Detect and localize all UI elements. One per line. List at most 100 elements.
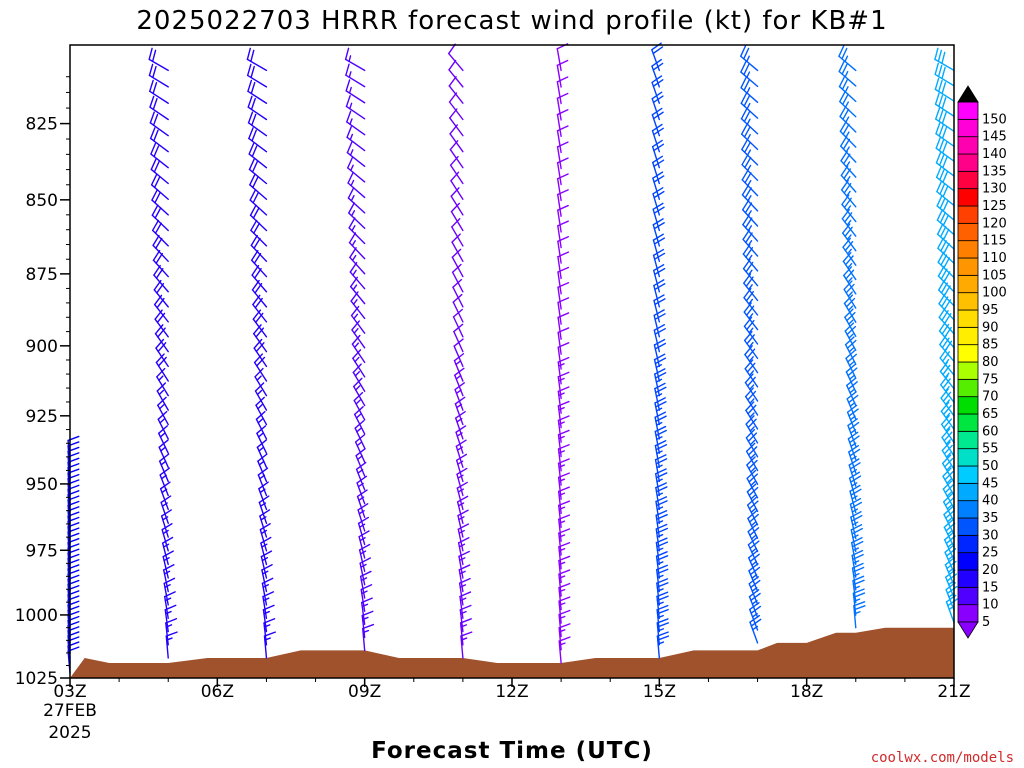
- wind-barb: [945, 594, 958, 624]
- colorbar-label: 110: [982, 251, 1007, 266]
- colorbar-label: 30: [982, 528, 999, 543]
- wind-barb: [152, 249, 169, 278]
- wind-barb: [148, 63, 169, 88]
- x-tick-label: 15Z: [643, 682, 676, 702]
- wind-barb: [556, 125, 569, 154]
- colorbar-label: 5: [982, 615, 990, 630]
- wind-barb: [156, 382, 169, 411]
- colorbar-label: 45: [982, 476, 999, 491]
- wind-barb: [451, 263, 464, 293]
- wind-barb: [942, 467, 955, 497]
- wind-barb: [249, 189, 268, 216]
- wind-barb: [939, 348, 955, 376]
- wind-barb: [255, 410, 268, 440]
- wind-barb: [843, 294, 857, 323]
- wind-barb: [556, 157, 569, 186]
- wind-barb: [653, 279, 666, 308]
- wind-barb: [749, 614, 762, 644]
- wind-barb: [456, 467, 468, 497]
- colorbar-label: 140: [982, 147, 1007, 162]
- wind-barb: [556, 59, 569, 88]
- wind-barb: [156, 367, 169, 397]
- wind-barb: [838, 60, 857, 87]
- wind-barb: [652, 155, 665, 185]
- x-tick-label: 12Z: [495, 682, 528, 702]
- wind-barb: [152, 234, 169, 262]
- wind-barb: [744, 359, 759, 388]
- wind-barb: [150, 173, 169, 200]
- wind-barb: [940, 401, 955, 430]
- wind-barb: [844, 336, 857, 365]
- y-tick-label: 950: [26, 475, 58, 495]
- wind-barb: [345, 94, 366, 120]
- colorbar-label: 95: [982, 303, 999, 318]
- wind-barb: [346, 110, 366, 136]
- wind-barb: [448, 59, 464, 88]
- wind-barb: [347, 187, 366, 214]
- y-tick-label: 850: [26, 191, 58, 211]
- wind-barb: [934, 77, 955, 102]
- wind-barb: [653, 338, 667, 368]
- wind-barb: [254, 382, 268, 411]
- wind-barb: [741, 169, 759, 197]
- colorbar-label: 145: [982, 130, 1007, 145]
- wind-barb: [935, 122, 955, 148]
- wind-barb: [842, 237, 857, 266]
- colorbar-top-arrow: [957, 85, 979, 103]
- x-axis-title: Forecast Time (UTC): [371, 738, 653, 764]
- wind-barb: [259, 523, 271, 552]
- wind-barb: [940, 388, 955, 417]
- wind-barb: [151, 219, 169, 247]
- wind-barb: [149, 127, 169, 153]
- wind-barb: [740, 123, 759, 151]
- wind-barb: [247, 95, 268, 121]
- wind-barb: [654, 397, 667, 426]
- wind-barb: [351, 320, 366, 349]
- colorbar-label: 105: [982, 268, 1007, 283]
- terrain-fill: [70, 627, 954, 678]
- colorbar-label: 125: [982, 199, 1007, 214]
- wind-barb: [935, 166, 955, 192]
- wind-barb: [652, 233, 666, 262]
- colorbar-swatch: [957, 257, 979, 276]
- x-tick-label: 03Z: [53, 682, 86, 702]
- wind-barb: [450, 171, 464, 200]
- wind-barb: [745, 401, 759, 430]
- wind-barb: [353, 377, 366, 407]
- wind-barb: [655, 551, 669, 579]
- wind-barb: [247, 79, 268, 104]
- wind-barb: [843, 266, 857, 295]
- wind-barb: [346, 126, 366, 152]
- colorbar-swatch: [957, 170, 979, 190]
- wind-barb: [556, 141, 569, 170]
- wind-barb: [556, 76, 569, 105]
- wind-barb: [656, 631, 670, 659]
- wind-barb: [652, 202, 665, 232]
- wind-barb: [941, 454, 955, 483]
- wind-barb: [352, 349, 366, 378]
- wind-barb: [451, 218, 464, 247]
- wind-barb: [935, 151, 955, 177]
- colorbar-swatch: [957, 292, 979, 311]
- wind-barb: [848, 471, 862, 501]
- wind-barb: [353, 391, 366, 421]
- wind-barb: [744, 387, 759, 416]
- wind-barb: [155, 353, 169, 382]
- x-tick-date: 27FEB: [43, 701, 97, 721]
- wind-barb: [652, 171, 665, 200]
- wind-barb: [653, 353, 667, 382]
- colorbar-swatch: [957, 465, 979, 484]
- wind-barb: [352, 363, 366, 392]
- wind-barb: [842, 252, 857, 281]
- x-tick-label: 06Z: [201, 682, 234, 702]
- wind-barb: [936, 180, 955, 207]
- wind-barb: [745, 415, 759, 444]
- colorbar-label: 150: [982, 112, 1007, 127]
- wind-barb: [151, 204, 169, 232]
- wind-barb: [255, 396, 268, 426]
- colorbar-bottom-arrow: [957, 621, 979, 639]
- wind-barb: [740, 45, 759, 72]
- wind-barb: [357, 516, 370, 546]
- wind-barb: [149, 95, 169, 121]
